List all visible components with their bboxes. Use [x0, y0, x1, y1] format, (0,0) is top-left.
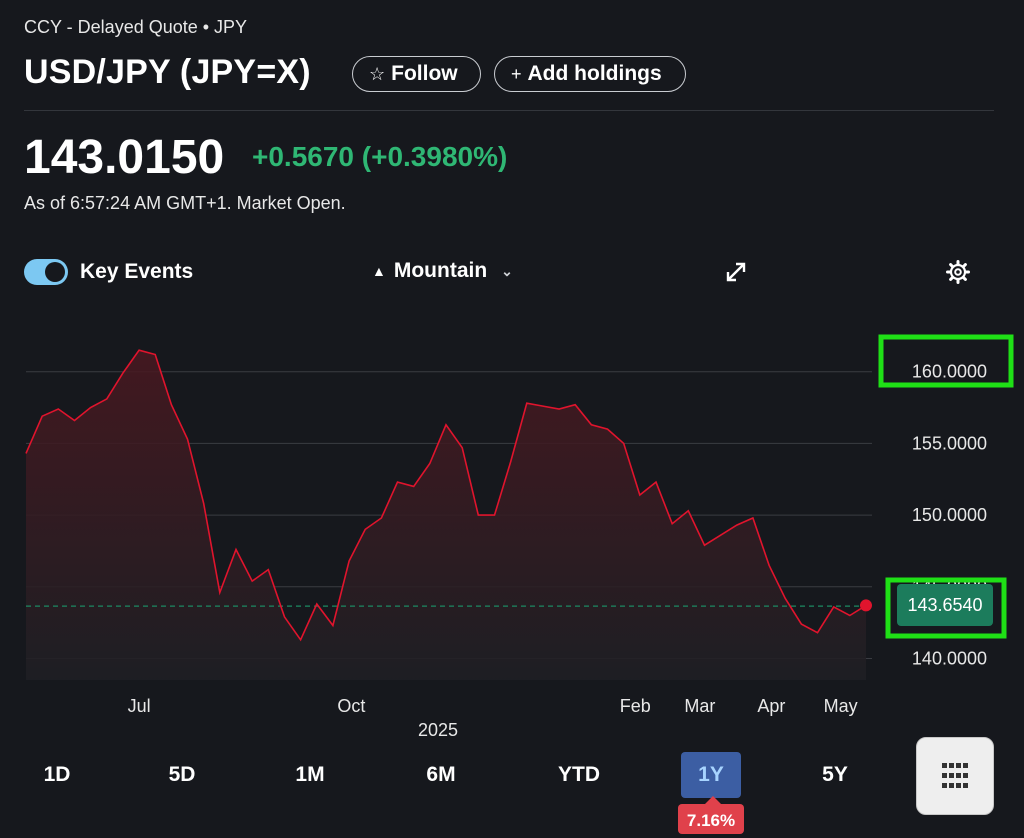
chart-type-dropdown[interactable]: ▲ Mountain ⌄ [372, 259, 513, 283]
add-holdings-button[interactable]: + Add holdings [494, 56, 686, 92]
y-tick-label: 150.0000 [912, 505, 987, 525]
current-price: 143.0150 [24, 131, 225, 184]
price-chart[interactable]: 160.0000155.0000150.0000145.0000140.0000… [0, 300, 1024, 750]
range-selector: 1D 5D 1M 6M YTD 1Y 5Y [0, 752, 900, 798]
x-tick-label: Oct [337, 696, 365, 716]
range-5d[interactable]: 5D [168, 763, 196, 786]
follow-label: Follow [391, 62, 458, 85]
gear-icon[interactable] [944, 258, 972, 286]
chevron-down-icon: ⌄ [501, 262, 513, 279]
year-label: 2025 [418, 720, 458, 740]
key-events-control[interactable]: Key Events [24, 259, 193, 285]
add-holdings-label: Add holdings [527, 62, 662, 85]
price-change: +0.5670 (+0.3980%) [252, 141, 508, 172]
mountain-icon: ▲ [372, 263, 386, 279]
range-5y[interactable]: 5Y [822, 763, 848, 786]
follow-button[interactable]: ☆ Follow [352, 56, 481, 92]
y-tick-label: 140.0000 [912, 648, 987, 668]
x-tick-label: Feb [620, 696, 651, 716]
range-ytd[interactable]: YTD [558, 763, 600, 786]
highlight-box-price [885, 577, 1007, 639]
apps-grid-button[interactable] [916, 737, 994, 815]
range-1m[interactable]: 1M [295, 763, 325, 786]
price-area [26, 350, 866, 680]
grid-icon [942, 763, 968, 788]
header-divider [24, 110, 994, 111]
plus-icon: + [511, 63, 522, 84]
x-tick-label: Mar [684, 696, 715, 716]
chart-type-label: Mountain [393, 259, 488, 282]
range-1d[interactable]: 1D [43, 763, 71, 786]
performance-badge: 7.16% [678, 796, 744, 834]
x-tick-label: Apr [757, 696, 785, 716]
key-events-toggle[interactable] [24, 259, 68, 285]
range-1y[interactable]: 1Y [681, 752, 741, 798]
expand-icon[interactable] [722, 258, 750, 286]
highlight-box-top [878, 334, 1014, 388]
toggle-knob [45, 262, 65, 282]
price-line [25, 349, 867, 642]
current-price-marker [860, 599, 872, 612]
quote-source-subtitle: CCY - Delayed Quote • JPY [24, 17, 248, 37]
range-6m[interactable]: 6M [426, 763, 456, 786]
page-title: USD/JPY (JPY=X) [24, 53, 311, 91]
x-tick-label: May [824, 696, 858, 716]
as-of-timestamp: As of 6:57:24 AM GMT+1. Market Open. [24, 193, 346, 213]
current-price-label: 143.6540 [907, 595, 982, 615]
x-tick-label: Jul [128, 696, 151, 716]
star-icon: ☆ [369, 63, 386, 84]
y-tick-label: 160.0000 [912, 362, 987, 382]
y-tick-label: 155.0000 [912, 433, 987, 453]
key-events-label: Key Events [80, 260, 194, 283]
current-price-label-bg [897, 584, 993, 626]
